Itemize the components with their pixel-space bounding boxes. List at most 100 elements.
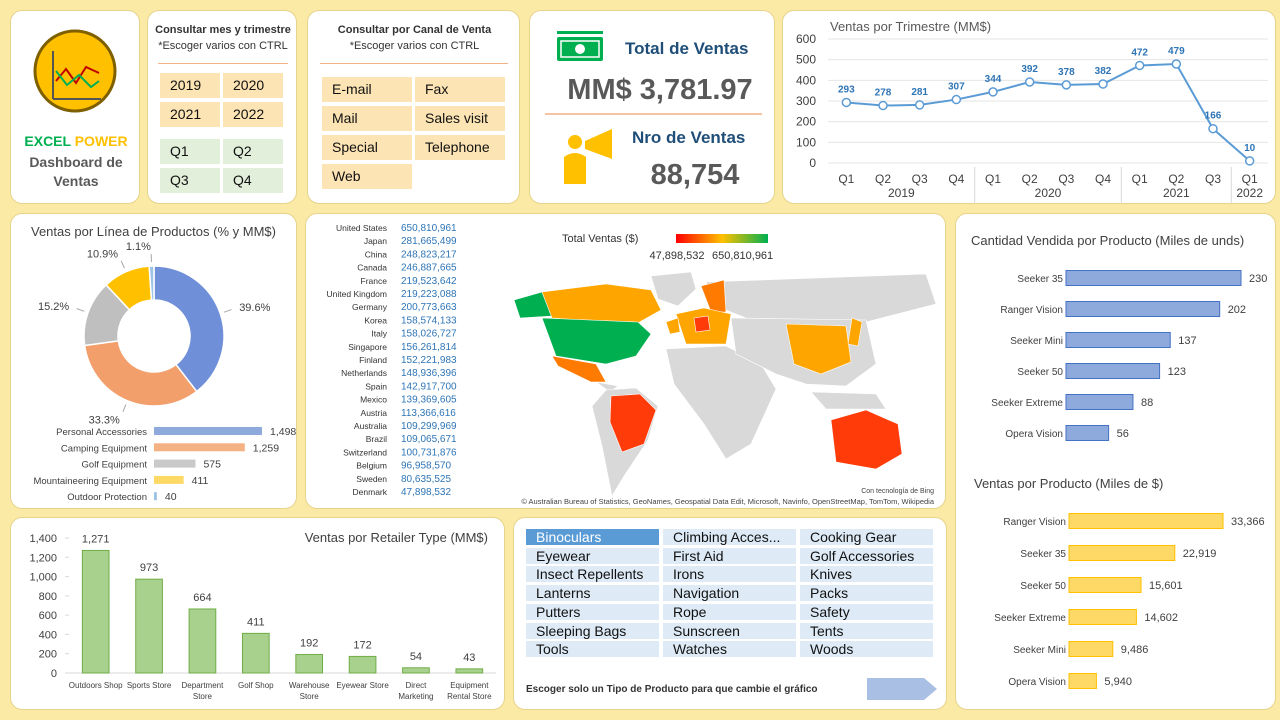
bar — [455, 668, 484, 674]
country-value: 113,366,616 — [401, 408, 456, 419]
slicer-button[interactable]: Sales visit — [415, 106, 505, 131]
slicer-button[interactable]: Rope — [663, 603, 796, 620]
point — [1024, 77, 1035, 87]
data-label: 307 — [948, 82, 965, 93]
x-tick-label: Q1 — [838, 172, 854, 186]
slicer-subtitle: *Escoger varios con CTRL — [349, 40, 480, 52]
slicer-button[interactable]: Q1 — [160, 139, 220, 164]
slicer-button[interactable]: First Aid — [663, 547, 796, 564]
brand: EXCEL POWER — [11, 133, 139, 149]
slicer-button[interactable]: Mail — [322, 106, 412, 131]
point — [1171, 59, 1182, 69]
slicer-button[interactable]: Golf Accessories — [800, 547, 933, 564]
donut-chart: Ventas por Línea de Productos (% y MM$) … — [31, 224, 296, 503]
category-label: Camping Equipment — [61, 443, 147, 454]
data-label: 1,259 — [253, 442, 279, 454]
country-name: United Kingdom — [327, 289, 387, 299]
bar — [348, 655, 377, 674]
map-region — [665, 317, 681, 335]
x-tick-label: Q2 — [1022, 172, 1038, 186]
country-value: 148,936,396 — [401, 368, 457, 379]
slicer-button[interactable]: Q4 — [223, 168, 283, 193]
product-charts-panel: Cantidad Vendida por Producto (Miles de … — [955, 213, 1276, 710]
slicer-button[interactable]: Lanterns — [526, 585, 659, 602]
bar — [154, 443, 245, 452]
chart-title: Ventas por Producto (Miles de $) — [974, 476, 1163, 491]
data-label: 15,601 — [1149, 580, 1183, 592]
data-label: 392 — [1021, 64, 1038, 75]
slicer-button[interactable]: Safety — [800, 603, 933, 620]
data-label: 172 — [353, 639, 371, 651]
group-label: 2022 — [1236, 186, 1263, 200]
line — [846, 62, 1251, 162]
world-map — [513, 271, 937, 497]
period-slicer: Consultar mes y trimestre *Escoger vario… — [147, 10, 297, 204]
y-tick-label: 1,000 — [29, 572, 57, 584]
slicer-button[interactable]: Climbing Acces... — [663, 529, 796, 545]
slicer-button[interactable]: Tents — [800, 622, 933, 639]
slicer-button[interactable]: Cooking Gear — [800, 529, 933, 545]
bar — [81, 549, 110, 674]
country-value: 200,773,663 — [401, 302, 457, 313]
category-label: Mountaineering Equipment — [33, 476, 147, 487]
product-slicer: Escoger solo un Tipo de Producto para qu… — [513, 517, 947, 710]
divider — [320, 63, 508, 64]
slicer-button[interactable]: Insect Repellents — [526, 566, 659, 583]
kpi-panel: Total de Ventas MM$ 3,781.97 Nro de Vent… — [529, 10, 775, 204]
map-region — [551, 355, 607, 383]
slicer-button[interactable]: Binoculars — [526, 529, 659, 545]
slicer-button[interactable]: Packs — [800, 585, 933, 602]
slicer-button[interactable]: Sunscreen — [663, 622, 796, 639]
slicer-button[interactable]: 2019 — [160, 73, 220, 98]
slicer-button[interactable]: Sleeping Bags — [526, 622, 659, 639]
leader-line — [223, 309, 232, 313]
slicer-button[interactable]: Special — [322, 135, 412, 160]
bar — [1068, 641, 1114, 657]
slicer-button[interactable]: Irons — [663, 566, 796, 583]
y-tick-label: 0 — [809, 156, 816, 170]
slicer-button[interactable]: E-mail — [322, 77, 412, 102]
point — [1244, 156, 1255, 166]
slicer-button[interactable]: Putters — [526, 603, 659, 620]
slicer-button[interactable]: Navigation — [663, 585, 796, 602]
slicer-button[interactable]: 2022 — [223, 102, 283, 127]
bar — [402, 667, 430, 674]
country-value: 142,917,700 — [401, 381, 457, 392]
divider — [158, 63, 288, 64]
map-region — [541, 317, 652, 365]
slicer-button[interactable]: 2020 — [223, 73, 283, 98]
map-credit: Con tecnología de Bing — [861, 488, 934, 495]
bar — [1065, 301, 1221, 317]
slicer-button[interactable]: Q2 — [223, 139, 283, 164]
data-label: 278 — [875, 88, 892, 99]
y-tick-label: 800 — [39, 591, 57, 603]
slicer-button[interactable]: Web — [322, 164, 412, 189]
point — [951, 94, 962, 105]
y-tick-label: 400 — [39, 629, 57, 641]
slicer-button[interactable]: Q3 — [160, 168, 220, 193]
country-name: Belgium — [356, 461, 387, 471]
slicer-button[interactable]: Fax — [415, 77, 505, 102]
country-name: Australia — [354, 421, 387, 431]
country-value: 152,221,983 — [401, 355, 457, 366]
slicer-button[interactable]: Eyewear — [526, 547, 659, 564]
slicer-button[interactable]: Tools — [526, 641, 659, 658]
kpi-label: Nro de Ventas — [632, 128, 745, 147]
slicer-button[interactable]: 2021 — [160, 102, 220, 127]
map-region — [785, 323, 852, 375]
chart-title: Cantidad Vendida por Producto (Miles de … — [971, 233, 1244, 248]
money-icon — [575, 44, 585, 54]
slicer-button[interactable]: Watches — [663, 641, 796, 658]
bar — [1068, 673, 1097, 689]
slicer-button[interactable]: Telephone — [415, 135, 505, 160]
country-name: Canada — [357, 263, 387, 273]
data-label: 54 — [410, 651, 422, 663]
leader-line — [122, 404, 127, 413]
y-tick-label: 200 — [796, 115, 816, 129]
logo-title: Dashboard de Ventas — [29, 154, 123, 189]
slicer-button[interactable]: Woods — [800, 641, 933, 658]
slicer-button[interactable]: Knives — [800, 566, 933, 583]
country-name: Switzerland — [343, 447, 387, 457]
logo-line — [55, 70, 100, 89]
country-value: 156,261,814 — [401, 342, 457, 353]
